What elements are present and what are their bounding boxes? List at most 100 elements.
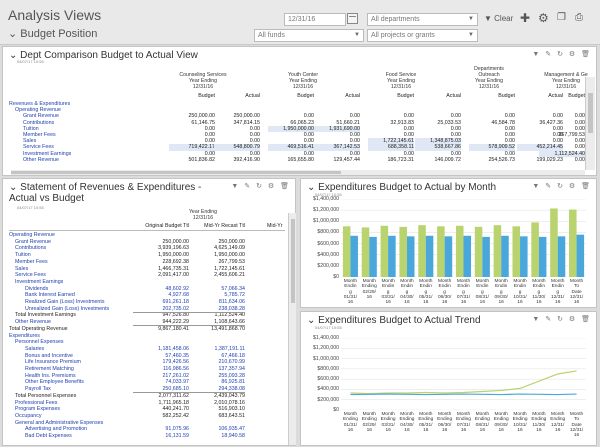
horizontal-scrollbar[interactable] [11, 170, 585, 175]
row-label[interactable]: Revenues & Expenditures [9, 101, 71, 107]
chevron-down-icon[interactable]: ⌄ [307, 315, 316, 326]
row-label[interactable]: Sales [15, 265, 29, 272]
row-label[interactable]: Contributions [15, 245, 47, 252]
chevron-down-icon[interactable]: ⌄ [307, 182, 316, 193]
x-tick-label-line: 16 [366, 427, 372, 433]
x-tick-label-line: 16 [479, 300, 486, 306]
table-cell: 452,214.45 [517, 144, 563, 151]
row-label[interactable]: Grant Revenue [15, 238, 51, 245]
row-label[interactable]: Dividends [25, 285, 49, 292]
table-cell: 250,000.00 [162, 238, 189, 245]
panel-toolbar[interactable]: ▼ ✎ ↻ ⚙ 🗑 [231, 183, 291, 190]
bar [437, 226, 445, 277]
fund-select[interactable]: All funds ▼ [254, 29, 364, 42]
row-label[interactable]: Service Fees [23, 144, 54, 151]
month-chart-panel: ⌄ Expenditures Budget to Actual by Month… [300, 178, 597, 308]
panel-toolbar[interactable]: ▼ ✎ ↻ ⚙ 🗑 [532, 183, 592, 190]
row-label[interactable]: Bank Interest Earned [25, 292, 75, 299]
table-cell: 51,660.21 [336, 119, 360, 126]
row-label[interactable]: Service Fees [15, 272, 46, 279]
row-label[interactable]: Member Fees [15, 258, 48, 265]
table-cell: 0.00 [249, 125, 260, 132]
table-cell: 294,338.08 [218, 386, 245, 393]
plus-icon[interactable]: ✚ [520, 11, 531, 25]
chevron-down-icon[interactable]: ⌄ [9, 50, 18, 61]
department-select[interactable]: All departments ▼ [367, 13, 478, 26]
row-label[interactable]: Tuition [15, 252, 31, 259]
x-tick-label-line: 10/31/ [513, 422, 527, 428]
row-label[interactable]: Investment Earnings [23, 150, 72, 157]
row-label[interactable]: Other Employee Benefits [25, 379, 84, 386]
chevron-down-icon: ▼ [354, 32, 360, 38]
bar [493, 225, 502, 277]
row-label[interactable]: Bonus and Incentive [25, 352, 74, 359]
clear-filters-button[interactable]: ▼ Clear [484, 13, 513, 24]
header-divider [9, 230, 285, 231]
row-label[interactable]: Professional Fees [15, 399, 58, 406]
x-tick-label-line: g [499, 289, 503, 295]
row-label[interactable]: Unrealized Gain (Loss) Investments [25, 305, 110, 312]
gear-icon[interactable]: ⚙ [538, 11, 549, 25]
table-cell: 392,416.90 [233, 156, 260, 163]
copy-icon[interactable]: ❐ [557, 12, 566, 23]
row-label[interactable]: Advertising and Promotion [25, 426, 88, 433]
x-tick-label-line: Ending [380, 417, 396, 423]
table-cell: 0.00 [574, 138, 585, 145]
row-label[interactable]: Retirement Matching [25, 366, 74, 372]
row-label[interactable]: Other Revenue [15, 319, 51, 326]
column-group-header: 12/31/16 [390, 84, 412, 90]
row-label[interactable]: Investment Earnings [15, 278, 64, 285]
row-label[interactable]: Program Expenses [15, 406, 61, 413]
row-label[interactable]: Personnel Expenses [15, 339, 64, 346]
panel-toolbar[interactable]: ▼ ✎ ↻ ⚙ 🗑 [532, 316, 592, 323]
row-label[interactable]: Payroll Tax [25, 386, 51, 393]
total-rule [133, 392, 245, 394]
table-cell: 267,799.53 [558, 132, 585, 138]
chevron-down-icon[interactable]: ⌄ [9, 182, 18, 193]
view-selector[interactable]: ⌄ Budget Position [8, 27, 97, 40]
table-cell: 347,814.15 [233, 119, 260, 126]
table-cell: 367,142.53 [314, 144, 360, 151]
vertical-scrollbar[interactable] [585, 77, 595, 170]
row-label[interactable]: Expenditures [9, 332, 40, 339]
x-tick-label-line: Endin [344, 284, 357, 290]
x-tick-label-line: 16 [555, 427, 561, 433]
row-label[interactable]: Life Insurance Premium [25, 359, 81, 366]
row-label[interactable]: Member Fees [23, 132, 56, 138]
panel-timestamp: 04/07/17 10:55 [315, 325, 342, 330]
bar [576, 234, 585, 277]
table-cell: 57,066.34 [221, 285, 245, 292]
row-label[interactable]: General and Administrative Expenses [15, 419, 104, 426]
x-tick-label-line: 16 [536, 300, 542, 306]
row-label[interactable]: Bad Debt Expenses [25, 433, 72, 439]
x-tick-label-line: 05/31/ [419, 422, 433, 428]
table-cell: 179,426.56 [162, 359, 189, 366]
table-cell: 0.00 [552, 132, 563, 138]
row-label[interactable]: Occupancy [15, 412, 42, 419]
project-select[interactable]: All projects or grants ▼ [367, 29, 478, 42]
x-tick-label-line: Endin [513, 284, 527, 290]
row-label[interactable]: Realized Gain (Loss) Investments [25, 299, 105, 305]
table-cell: 36,427.36 [539, 119, 563, 126]
calendar-icon[interactable] [347, 13, 358, 24]
x-tick-label-line: Month [551, 412, 565, 417]
y-tick-label: $1,400,000 [313, 335, 339, 341]
row-label[interactable]: Grant Revenue [23, 113, 59, 120]
date-input[interactable]: 12/31/16 [284, 13, 346, 26]
vertical-scrollbar[interactable] [288, 213, 296, 445]
table-cell: 947,526.80 [162, 312, 189, 319]
row-label[interactable]: Health Ins. Premiums [25, 372, 76, 379]
table-cell: 86,925.81 [221, 379, 245, 386]
row-label[interactable]: Contributions [23, 119, 55, 126]
table-cell: 129,457.44 [333, 156, 360, 163]
row-label[interactable]: Salaries [25, 345, 45, 352]
row-label[interactable]: Other Revenue [23, 156, 59, 163]
row-label[interactable]: Operating Revenue [15, 107, 61, 114]
row-label[interactable]: Sales [23, 138, 37, 145]
bar [569, 209, 577, 277]
print-icon[interactable]: ⎙ [575, 12, 583, 23]
panel-toolbar[interactable]: ▼ ✎ ↻ ⚙ 🗑 [532, 51, 592, 58]
row-label[interactable]: Tuition [23, 125, 39, 132]
row-label[interactable]: Operating Revenue [9, 232, 55, 238]
